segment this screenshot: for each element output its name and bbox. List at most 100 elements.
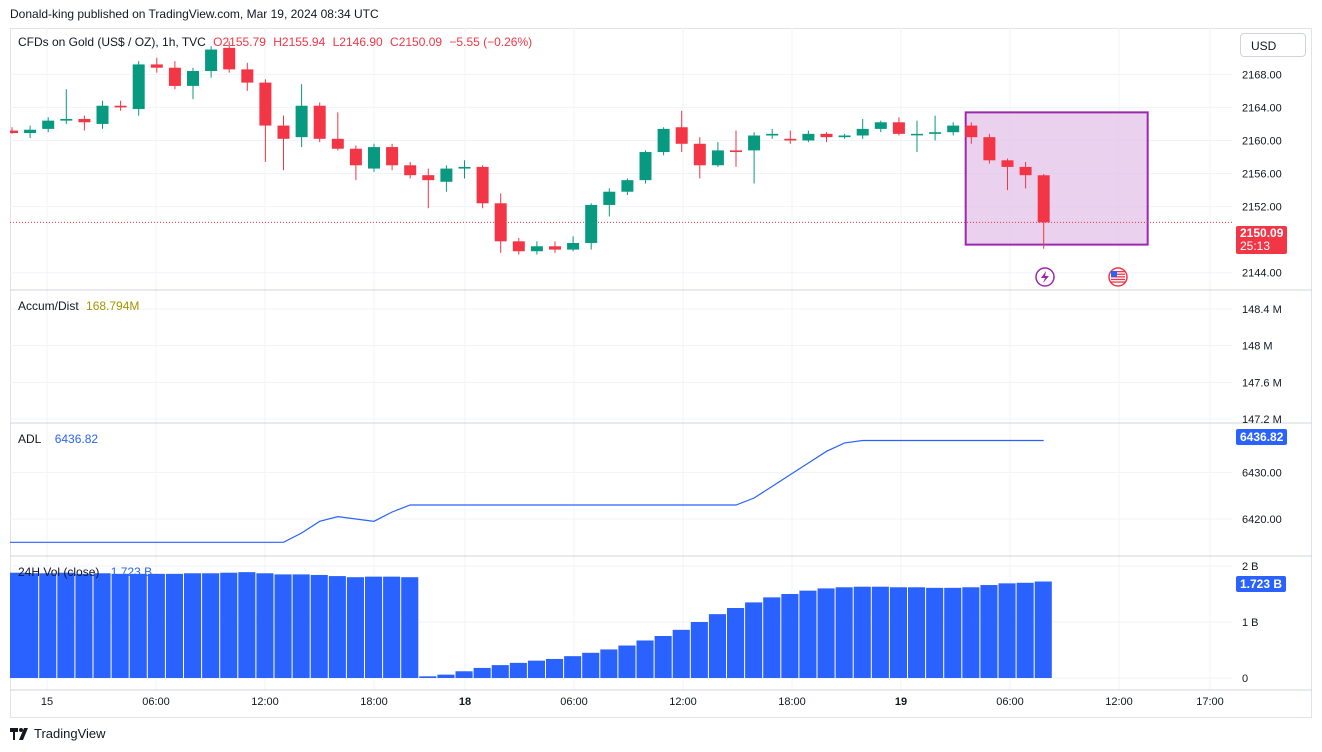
adl-axis-label: 6430.00 <box>1242 467 1282 479</box>
volume-bar <box>708 614 726 678</box>
candle-body <box>856 128 869 136</box>
vol-axis-label: 1 B <box>1242 617 1259 629</box>
symbol-legend[interactable]: CFDs on Gold (US$ / OZ), 1h, TVC O2155.7… <box>18 35 536 49</box>
volume-bar <box>781 594 799 678</box>
volume-bar <box>401 577 419 678</box>
candle-body <box>603 191 616 205</box>
time-axis-label: 18:00 <box>360 696 388 708</box>
footer-brand: TradingView <box>34 726 106 741</box>
us-flag-event-icon <box>1108 267 1128 287</box>
candle-body <box>748 135 761 151</box>
volume-bar <box>690 622 708 678</box>
volume-bar <box>799 590 817 678</box>
vol-price-tag: 1.723 B <box>1236 576 1287 592</box>
volume-bar <box>274 574 292 678</box>
candle-body <box>295 105 308 138</box>
candle-body <box>947 125 960 133</box>
volume-bar <box>763 597 781 678</box>
volume-bar <box>328 576 346 678</box>
volume-bar <box>998 583 1016 678</box>
candle-body <box>838 135 851 138</box>
volume-bar <box>491 665 509 678</box>
vol-value: 1.723 B <box>110 565 153 579</box>
candle-body <box>512 241 525 252</box>
volume-bar <box>202 573 220 678</box>
ohlc-change: −5.55 (−0.26%) <box>449 35 533 49</box>
candle-body <box>657 128 670 153</box>
time-axis-label: 19 <box>895 696 907 708</box>
time-axis-label: 06:00 <box>560 696 588 708</box>
volume-bar <box>419 676 437 678</box>
chart-frame <box>10 28 1312 718</box>
time-axis-label: 15 <box>41 696 53 708</box>
candle-body <box>730 150 742 153</box>
volume-bar <box>654 636 672 678</box>
volume-bar <box>636 640 654 678</box>
ohlc-low: L2146.90 <box>332 35 383 49</box>
chart-canvas[interactable]: 2168.00 2164.00 2160.00 2156.00 2152.00 2144.… <box>10 28 1312 718</box>
time-axis-label: 12:00 <box>1105 696 1133 708</box>
time-axis-label: 17:00 <box>1196 696 1224 708</box>
last-price-tag: 2150.09 25:13 <box>1236 226 1288 254</box>
candle-body <box>621 180 634 192</box>
adl-value: 6436.82 <box>54 432 99 446</box>
volume-bar <box>871 586 889 678</box>
volume-bar <box>962 587 980 678</box>
publisher-line: Donald-king published on TradingView.com… <box>10 7 379 21</box>
candle-body <box>259 82 272 126</box>
volume-bar <box>853 586 871 678</box>
volume-bar <box>147 573 165 678</box>
candle-body <box>1037 175 1050 223</box>
volume-bar <box>93 573 111 678</box>
volume-bar <box>564 656 582 678</box>
candle-body <box>10 130 18 134</box>
time-axis-label: 06:00 <box>142 696 170 708</box>
candle-body <box>313 105 326 139</box>
price-axis-label: 2164.00 <box>1242 102 1282 114</box>
time-axis-label: 12:00 <box>251 696 279 708</box>
candle-body <box>476 166 489 204</box>
volume-bar <box>908 587 926 678</box>
lightning-event-icon <box>1035 267 1055 287</box>
volume-bar <box>383 576 401 678</box>
volume-bar <box>817 588 835 678</box>
candle-body <box>892 122 905 134</box>
candle-body <box>639 152 652 181</box>
candle-body <box>187 71 199 86</box>
currency-button[interactable]: USD <box>1240 33 1306 57</box>
tradingview-logo-icon <box>10 727 28 740</box>
accum-axis-label: 148.4 M <box>1242 304 1282 316</box>
volume-bar <box>57 572 75 678</box>
candle-body <box>223 47 236 70</box>
volume-bar <box>889 587 907 678</box>
volume-bar <box>75 573 93 678</box>
volume-bar <box>220 572 238 678</box>
ohlc-open: O2155.79 <box>213 35 266 49</box>
candle-body <box>766 133 779 136</box>
candle-body <box>1001 160 1014 167</box>
volume-bar <box>455 671 473 678</box>
volume-bar <box>1016 582 1034 678</box>
volume-bar <box>745 602 763 678</box>
time-axis-label: 06:00 <box>996 696 1024 708</box>
price-axis-label: 2168.00 <box>1242 69 1282 81</box>
candle-body <box>784 138 797 141</box>
volume-bar <box>346 577 364 678</box>
ohlc-high: H2155.94 <box>273 35 326 49</box>
volume-bar <box>618 645 636 678</box>
ohlc-close: C2150.09 <box>390 35 443 49</box>
accum-legend[interactable]: Accum/Dist 168.794M <box>18 299 143 313</box>
vol-legend[interactable]: 24H Vol (close) 1.723 B <box>18 565 156 579</box>
tradingview-logo[interactable]: TradingView <box>10 726 106 741</box>
bar-countdown: 25:13 <box>1240 239 1271 253</box>
volume-bar <box>672 629 690 678</box>
volume-bar <box>944 587 962 678</box>
time-axis-label: 18 <box>459 696 471 708</box>
price-axis-label: 2156.00 <box>1242 169 1282 181</box>
price-axis-label: 2144.00 <box>1242 268 1282 280</box>
time-axis-label: 18:00 <box>778 696 806 708</box>
candle-body <box>458 166 471 169</box>
accum-value: 168.794M <box>86 299 140 313</box>
candle-body <box>711 150 724 166</box>
adl-legend[interactable]: ADL 6436.82 <box>18 432 102 446</box>
